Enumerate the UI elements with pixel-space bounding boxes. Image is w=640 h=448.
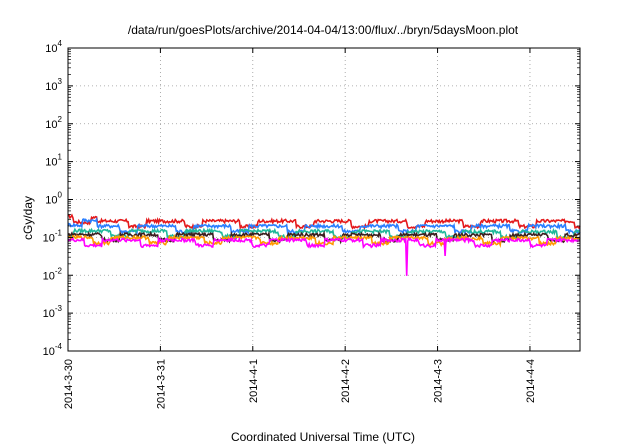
y-tick-label: 100 (45, 191, 62, 207)
series-line (67, 213, 581, 231)
axis-ticks: 10-4 10-3 10-2 10-1 100 101 102 103 104 2014-3-30… (43, 39, 580, 409)
x-tick-label: 2014-4-2 (340, 359, 352, 403)
x-tick-label: 2014-4-1 (248, 359, 260, 403)
x-tick-label: 2014-3-30 (63, 359, 75, 409)
y-tick-label: 10-1 (43, 228, 63, 244)
x-tick-label: 2014-4-4 (525, 359, 537, 403)
y-tick-label: 104 (45, 39, 62, 55)
y-tick-label: 101 (45, 153, 62, 169)
series-line (67, 235, 581, 276)
series-line (67, 216, 581, 236)
x-tick-label: 2014-4-3 (433, 359, 445, 403)
y-axis-label: cGy/day (21, 196, 35, 240)
grid (68, 48, 580, 351)
x-axis-label: Coordinated Universal Time (UTC) (231, 430, 415, 444)
plot-frame (67, 47, 581, 352)
chart-title: /data/run/goesPlots/archive/2014-04-04/1… (128, 23, 519, 37)
y-tick-label: 10-4 (43, 342, 63, 358)
y-tick-label: 10-3 (43, 304, 63, 320)
y-tick-label: 103 (45, 77, 62, 93)
y-tick-label: 10-2 (43, 266, 63, 282)
x-tick-label: 2014-3-31 (155, 359, 167, 409)
series-lines (67, 213, 581, 276)
y-tick-label: 102 (45, 115, 62, 131)
